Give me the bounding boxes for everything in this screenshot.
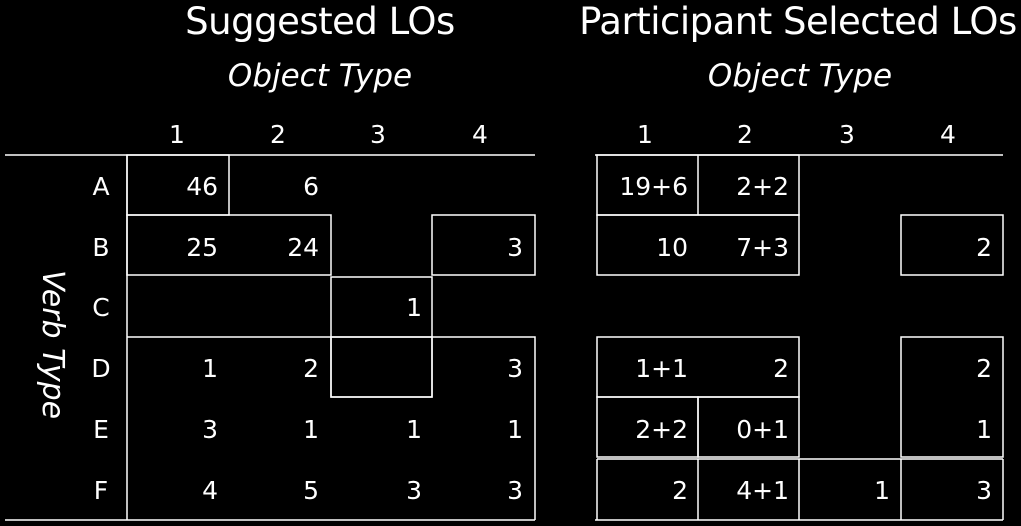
- right-cell-d1: 1+1: [635, 354, 688, 383]
- right-subtitle: Object Type: [707, 58, 893, 94]
- left-cell-b2: 24: [287, 233, 319, 262]
- right-col-header-4: 4: [940, 120, 956, 149]
- right-col-header-3: 3: [839, 120, 855, 149]
- right-cell-d4: 2: [976, 354, 992, 383]
- right-title: Participant Selected LOs: [579, 0, 1017, 43]
- left-cell-d2: 2: [303, 354, 319, 383]
- row-label-b: B: [92, 233, 110, 262]
- left-col-header-3: 3: [370, 120, 386, 149]
- right-cell-f3: 1: [874, 476, 890, 505]
- left-subtitle: Object Type: [227, 58, 413, 94]
- left-cell-f2: 5: [303, 476, 319, 505]
- left-cell-a2: 6: [303, 172, 319, 201]
- left-cell-e3: 1: [406, 415, 422, 444]
- right-cell-e1: 2+2: [635, 415, 688, 444]
- left-cell-e2: 1: [303, 415, 319, 444]
- left-cell-a1: 46: [186, 172, 218, 201]
- right-cell-d2: 2: [773, 354, 789, 383]
- left-cell-f4: 3: [507, 476, 523, 505]
- row-label-e: E: [93, 415, 109, 444]
- left-cell-b4: 3: [507, 233, 523, 262]
- left-box-b: [126, 214, 332, 276]
- left-box-b4: [431, 214, 536, 276]
- right-box-d4: [900, 336, 1004, 458]
- right-cell-f2: 4+1: [736, 476, 789, 505]
- left-col-header-4: 4: [472, 120, 488, 149]
- left-box-d3: [330, 336, 433, 398]
- right-box-e2: [697, 396, 800, 458]
- left-cell-f3: 3: [406, 476, 422, 505]
- right-cell-b2: 7+3: [736, 233, 789, 262]
- right-cell-f4: 3: [976, 476, 992, 505]
- left-cell-b1: 25: [186, 233, 218, 262]
- row-label-c: C: [92, 293, 110, 322]
- right-cell-e4: 1: [976, 415, 992, 444]
- left-col-header-1: 1: [169, 120, 185, 149]
- right-col-header-2: 2: [737, 120, 753, 149]
- left-cell-f1: 4: [202, 476, 218, 505]
- row-axis-label: Verb Type: [35, 270, 70, 420]
- right-cell-a2: 2+2: [736, 172, 789, 201]
- left-cell-d1: 1: [202, 354, 218, 383]
- right-cell-b4: 2: [976, 233, 992, 262]
- left-col-header-2: 2: [270, 120, 286, 149]
- right-cell-a1: 19+6: [619, 172, 688, 201]
- right-cell-e2: 0+1: [736, 415, 789, 444]
- row-label-d: D: [91, 354, 111, 383]
- left-cell-d4: 3: [507, 354, 523, 383]
- right-box-b4: [900, 214, 1004, 276]
- row-label-f: F: [93, 476, 109, 505]
- left-box-lower: [127, 336, 536, 520]
- right-cell-b1: 10: [656, 233, 688, 262]
- row-label-a: A: [92, 172, 110, 201]
- left-title: Suggested LOs: [185, 0, 455, 43]
- right-col-header-1: 1: [637, 120, 653, 149]
- right-box-b: [596, 214, 800, 276]
- left-cell-e4: 1: [507, 415, 523, 444]
- left-cell-c3: 1: [406, 293, 422, 322]
- left-cell-e1: 3: [202, 415, 218, 444]
- right-cell-f1: 2: [672, 476, 688, 505]
